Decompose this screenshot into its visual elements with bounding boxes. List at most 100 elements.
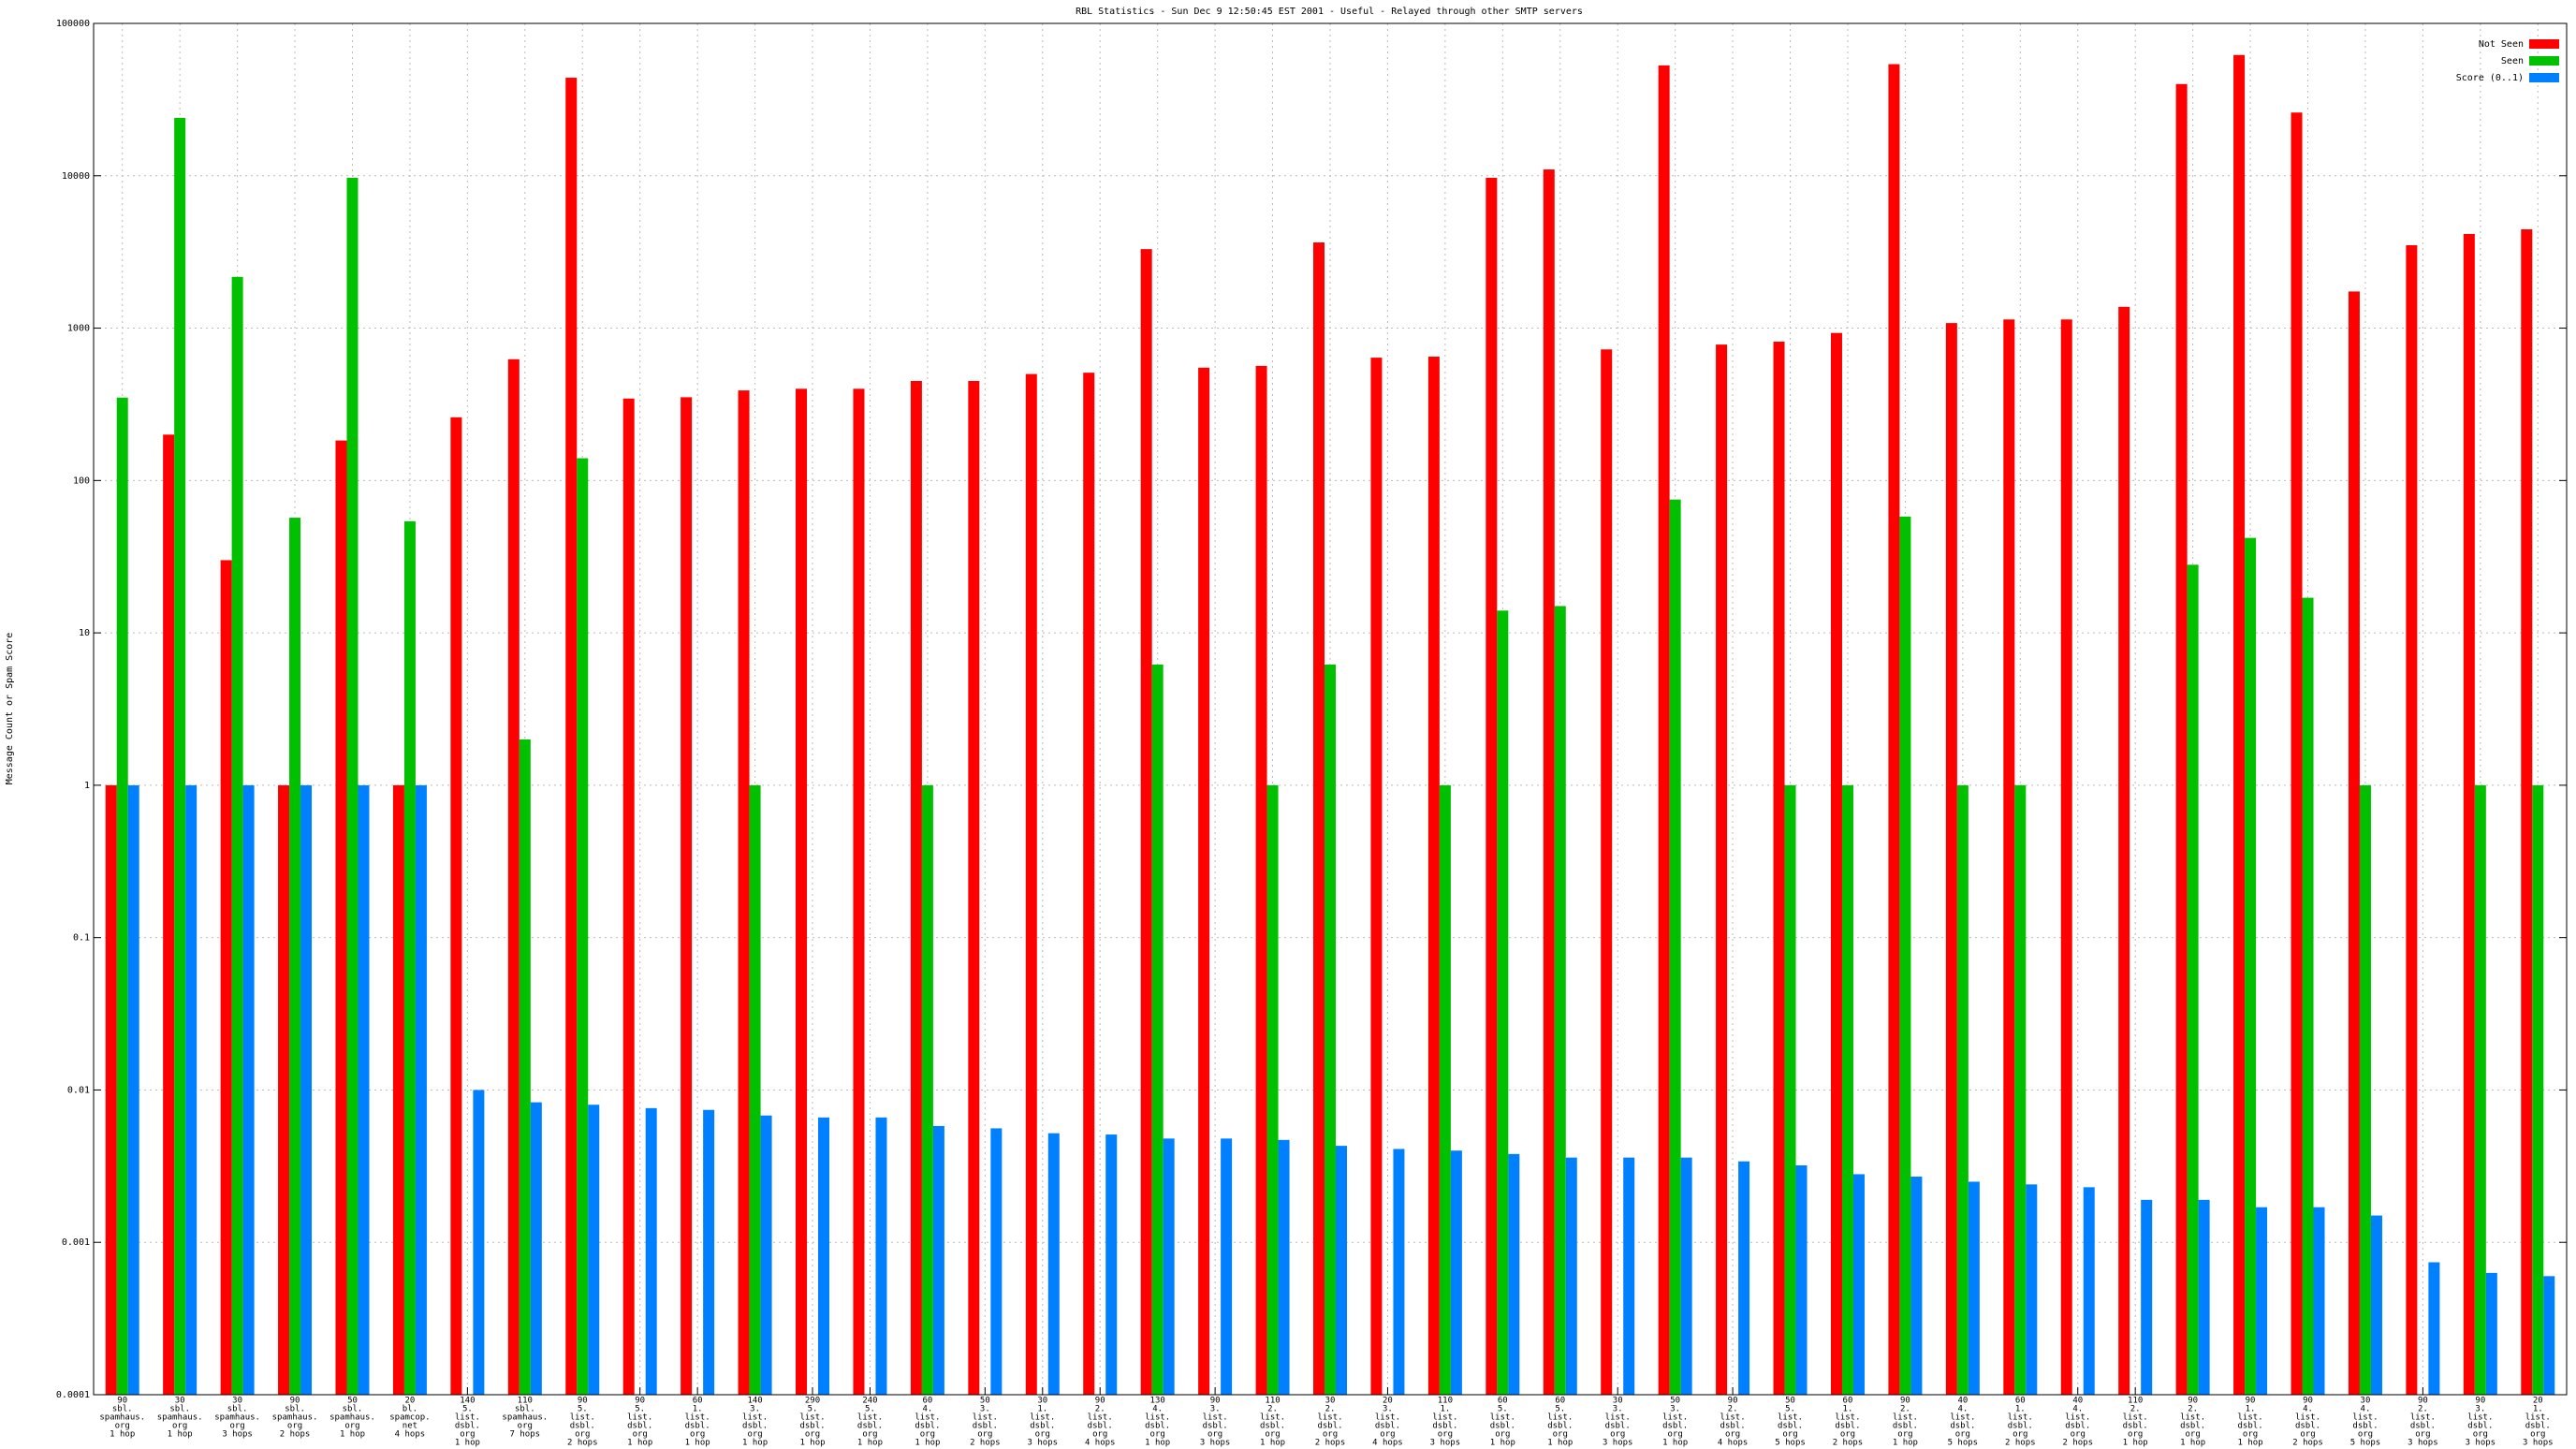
x-tick-label: 1 hop — [1893, 1439, 1918, 1448]
bar — [738, 390, 750, 1396]
x-tick-label: org — [862, 1430, 877, 1440]
bar — [174, 117, 186, 1396]
y-tick-label: 0.0001 — [56, 1390, 90, 1400]
x-tick-label: 4 hops — [1372, 1439, 1403, 1448]
x-tick-label: 3. — [1613, 1405, 1623, 1414]
y-tick-label: 1 — [84, 781, 90, 791]
x-tick-label: dsbl. — [1317, 1422, 1342, 1431]
x-tick-label: 1. — [693, 1405, 703, 1414]
x-tick-label: 60 — [922, 1397, 932, 1406]
x-tick-label: 1 hop — [168, 1430, 193, 1440]
bar — [1738, 1161, 1750, 1395]
x-tick-label: bl. — [402, 1405, 417, 1414]
bar — [289, 518, 301, 1395]
x-tick-label: org — [1553, 1430, 1568, 1440]
bar — [105, 784, 117, 1395]
x-tick-label: 50 — [1670, 1397, 1680, 1406]
x-tick-label: org — [2415, 1430, 2430, 1440]
bar — [185, 784, 198, 1395]
bar — [875, 1117, 887, 1395]
bar — [450, 417, 462, 1395]
x-tick-label: 1. — [2246, 1405, 2256, 1414]
x-tick-label: dsbl. — [2352, 1422, 2378, 1431]
bar — [1325, 664, 1336, 1395]
bar — [1910, 1177, 1923, 1395]
bar — [392, 784, 404, 1395]
x-tick-label: 5. — [462, 1405, 473, 1414]
bar — [2014, 784, 2027, 1395]
bar — [242, 784, 255, 1395]
x-tick-label: dsbl. — [2065, 1422, 2090, 1431]
bar — [2463, 233, 2475, 1396]
bar — [1163, 1138, 1175, 1395]
bar — [1784, 784, 1796, 1395]
x-tick-label: 3. — [2475, 1405, 2485, 1414]
x-tick-label: 90 — [635, 1397, 645, 1406]
x-tick-label: list. — [1088, 1413, 1113, 1423]
x-tick-label: dsbl. — [1893, 1422, 1918, 1431]
bar — [588, 1105, 600, 1395]
x-tick-label: org — [1380, 1430, 1395, 1440]
x-tick-label: 60 — [1498, 1397, 1508, 1406]
x-tick-label: dsbl. — [2295, 1422, 2320, 1431]
x-tick-label: list. — [1030, 1413, 1055, 1423]
x-tick-label: sbl. — [227, 1405, 248, 1414]
bar — [473, 1090, 485, 1395]
x-tick-label: dsbl. — [1720, 1422, 1746, 1431]
x-tick-label: 1 hop — [857, 1439, 883, 1448]
x-tick-label: list. — [1547, 1413, 1573, 1423]
x-tick-label: list. — [1893, 1413, 1918, 1423]
bar — [1266, 784, 1279, 1395]
x-tick-label: list. — [2295, 1413, 2320, 1423]
x-tick-label: 290 — [805, 1397, 820, 1406]
x-tick-label: list. — [2065, 1413, 2090, 1423]
x-tick-label: 2. — [2188, 1405, 2198, 1414]
bar — [1601, 349, 1613, 1395]
bar — [681, 397, 693, 1395]
bar — [2256, 1207, 2268, 1395]
x-tick-label: dsbl. — [2410, 1422, 2436, 1431]
x-tick-label: org — [172, 1422, 187, 1431]
x-tick-label: 1. — [1037, 1405, 1047, 1414]
x-tick-label: 3. — [1210, 1405, 1221, 1414]
x-tick-label: org — [2128, 1430, 2143, 1440]
bar — [403, 520, 416, 1395]
x-tick-label: 40 — [2072, 1397, 2083, 1406]
x-tick-label: dsbl. — [1490, 1422, 1515, 1431]
bar — [1047, 1133, 1060, 1395]
x-tick-label: org — [690, 1430, 705, 1440]
x-tick-label: 3. — [1383, 1405, 1393, 1414]
bar — [2406, 244, 2418, 1395]
x-tick-label: 2. — [1900, 1405, 1910, 1414]
bar — [530, 1102, 542, 1395]
x-tick-label: dsbl. — [1030, 1422, 1055, 1431]
x-tick-label: 1 hop — [627, 1439, 652, 1448]
x-tick-label: 3. — [750, 1405, 760, 1414]
x-tick-label: 4 hops — [1718, 1439, 1749, 1448]
x-tick-label: list. — [2123, 1413, 2148, 1423]
x-tick-label: list. — [570, 1413, 595, 1423]
x-tick-label: dsbl. — [1835, 1422, 1860, 1431]
bar — [921, 784, 933, 1395]
x-tick-label: list. — [627, 1413, 652, 1423]
x-tick-label: dsbl. — [2008, 1422, 2033, 1431]
x-tick-label: 30 — [2361, 1397, 2371, 1406]
bar — [1083, 373, 1095, 1396]
x-tick-label: org — [633, 1430, 648, 1440]
x-tick-label: org — [344, 1422, 359, 1431]
x-tick-label: 1. — [1440, 1405, 1450, 1414]
bar — [1255, 365, 1267, 1396]
x-tick-label: 2. — [1325, 1405, 1336, 1414]
bar — [1795, 1164, 1808, 1395]
chart-title: RBL Statistics - Sun Dec 9 12:50:45 EST … — [1076, 7, 1583, 17]
x-tick-label: org — [518, 1422, 533, 1431]
bar — [1439, 784, 1451, 1395]
x-tick-label: list. — [1490, 1413, 1515, 1423]
x-tick-label: 40 — [1957, 1397, 1968, 1406]
x-tick-label: 90 — [1095, 1397, 1105, 1406]
bar — [1830, 332, 1842, 1396]
bar — [2521, 229, 2533, 1395]
bar — [1945, 323, 1957, 1396]
x-tick-label: org — [1438, 1430, 1453, 1440]
